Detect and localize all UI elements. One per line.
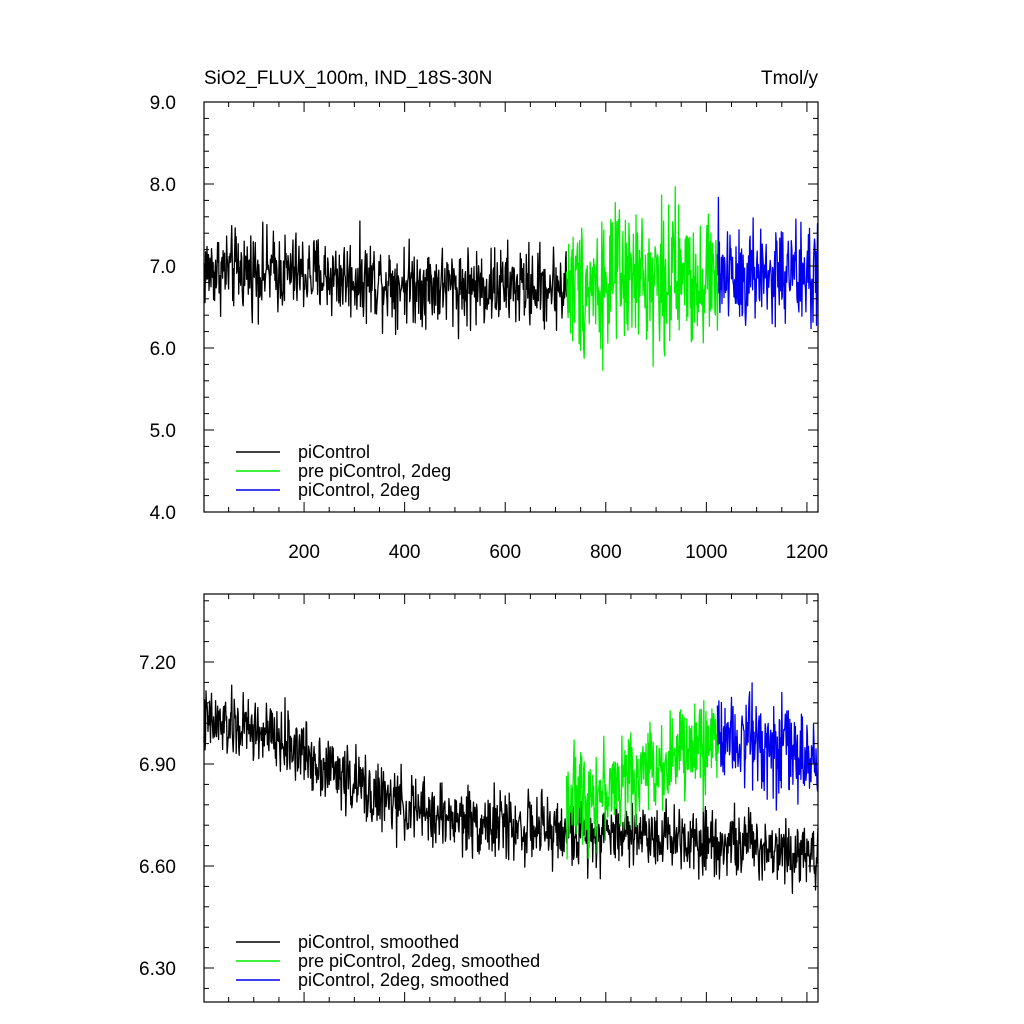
top-x-tick-label: 200 xyxy=(288,542,320,563)
bottom-legend-label: piControl, smoothed xyxy=(298,932,459,952)
bottom-plot-frame xyxy=(203,593,819,1003)
top-y-tick-label: 8.0 xyxy=(150,175,176,196)
top-legend-label: piControl, 2deg xyxy=(298,480,420,500)
units-label: Tmol/y xyxy=(761,68,819,89)
bottom-legend-label: piControl, 2deg, smoothed xyxy=(298,970,509,990)
top-legend-label: pre piControl, 2deg xyxy=(298,461,451,481)
bottom-y-tick-label: 6.90 xyxy=(139,755,176,776)
top-series-line-2 xyxy=(565,186,720,371)
top-series-line-3 xyxy=(716,196,819,330)
top-y-tick-label: 7.0 xyxy=(150,257,176,278)
top-x-tick-label: 400 xyxy=(389,542,421,563)
top-y-tick-label: 9.0 xyxy=(150,93,176,114)
top-y-tick-label: 4.0 xyxy=(150,503,176,524)
chart-title: SiO2_FLUX_100m, IND_18S-30N xyxy=(204,68,492,89)
top-y-tick-label: 5.0 xyxy=(150,421,176,442)
top-x-tick-label: 600 xyxy=(489,542,521,563)
top-x-tick-label: 1200 xyxy=(786,542,828,563)
top-x-tick-label: 800 xyxy=(590,542,622,563)
bottom-y-tick-label: 7.20 xyxy=(139,653,176,674)
bottom-y-tick-label: 6.30 xyxy=(139,959,176,980)
bottom-y-tick-label: 6.60 xyxy=(139,857,176,878)
bottom-legend-label: pre piControl, 2deg, smoothed xyxy=(298,951,540,971)
top-panel: 200 400 600 800 1000 1200 4.0 5.0 6.0 7.0 8.0 9.0 pi… xyxy=(150,93,828,563)
top-x-tick-label: 1000 xyxy=(685,542,727,563)
bottom-series-line-1 xyxy=(203,684,819,895)
top-legend-label: piControl xyxy=(298,442,370,462)
bottom-series-line-3 xyxy=(716,682,819,811)
top-y-tick-label: 6.0 xyxy=(150,339,176,360)
bottom-series-line-2 xyxy=(565,700,720,860)
top-plot-frame xyxy=(203,101,819,513)
top-series-line-1 xyxy=(203,220,569,340)
